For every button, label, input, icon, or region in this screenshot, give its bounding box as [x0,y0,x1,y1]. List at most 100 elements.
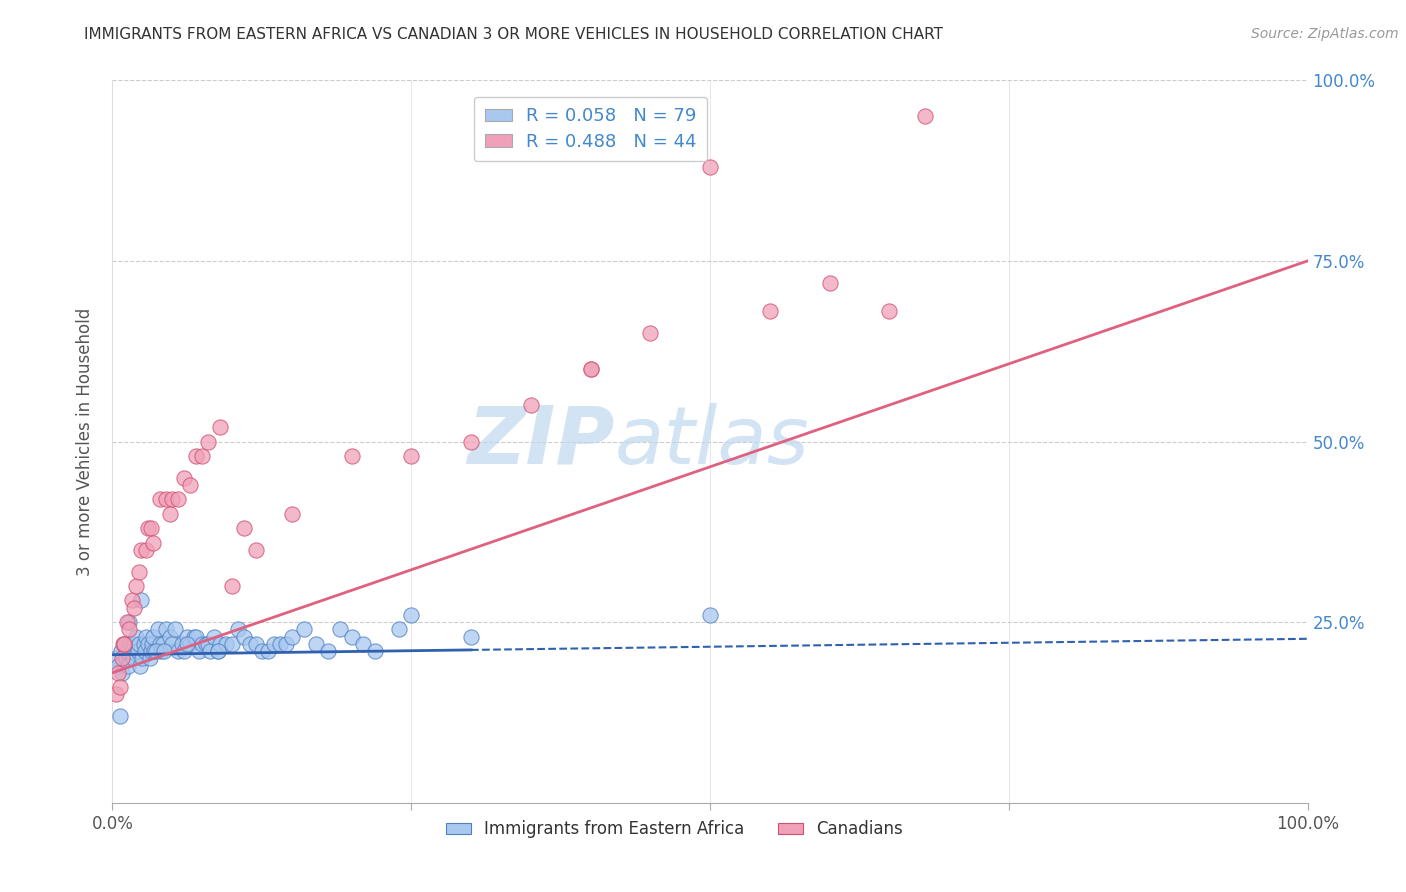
Point [759,304,782,318]
Legend: Immigrants from Eastern Africa, Canadians: Immigrants from Eastern Africa, Canadian… [439,814,910,845]
Point [209,637,232,651]
Point [125,579,148,593]
Point [353,637,375,651]
Point [176,637,198,651]
Point [239,637,262,651]
Text: atlas: atlas [614,402,810,481]
Point [197,637,219,651]
Point [179,637,201,651]
Point [281,630,304,644]
Point [340,630,363,644]
Point [105,687,128,701]
Point [292,623,315,637]
Point [167,492,190,507]
Point [145,644,167,658]
Point [340,449,363,463]
Point [191,637,214,651]
Point [233,521,256,535]
Point [202,630,225,644]
Point [114,651,136,665]
Point [460,434,482,449]
Point [110,644,132,658]
Point [135,542,157,557]
Point [226,623,249,637]
Point [114,637,135,651]
Point [520,398,543,412]
Point [176,630,198,644]
Point [128,637,150,651]
Point [640,326,662,341]
Point [117,658,139,673]
Point [120,637,142,651]
Y-axis label: 3 or more Vehicles in Household: 3 or more Vehicles in Household [76,308,94,575]
Point [149,637,172,651]
Point [129,542,152,557]
Point [269,637,291,651]
Point [194,637,217,651]
Point [111,651,134,665]
Point [699,607,721,622]
Point [121,644,143,658]
Point [142,630,165,644]
Point [187,644,209,658]
Point [135,630,157,644]
Text: IMMIGRANTS FROM EASTERN AFRICA VS CANADIAN 3 OR MORE VEHICLES IN HOUSEHOLD CORRE: IMMIGRANTS FROM EASTERN AFRICA VS CANADI… [84,27,943,42]
Point [129,593,152,607]
Point [111,665,134,680]
Point [129,658,152,673]
Point [186,449,208,463]
Point [118,615,141,630]
Point [207,644,229,658]
Point [197,434,219,449]
Point [401,607,423,622]
Point [131,651,153,665]
Point [150,644,173,658]
Point [316,644,339,658]
Point [115,615,138,630]
Point [173,644,195,658]
Point [233,630,256,644]
Point [114,637,135,651]
Point [108,680,131,694]
Point [207,644,229,658]
Point [146,623,169,637]
Point [121,651,143,665]
Point [155,623,177,637]
Point [250,644,273,658]
Point [149,492,172,507]
Point [108,709,131,723]
Point [118,623,141,637]
Point [401,449,423,463]
Point [305,637,328,651]
Point [263,637,285,651]
Point [107,658,129,673]
Point [132,637,155,651]
Point [139,644,162,658]
Point [162,492,183,507]
Point [579,362,602,376]
Point [107,665,129,680]
Point [200,644,222,658]
Point [162,637,183,651]
Point [221,579,243,593]
Point [138,651,160,665]
Point [245,637,267,651]
Point [388,623,411,637]
Point [579,362,602,376]
Point [221,637,243,651]
Point [128,565,150,579]
Point [281,507,304,521]
Point [191,449,214,463]
Point [125,630,148,644]
Point [121,593,143,607]
Point [818,276,841,290]
Point [142,535,165,549]
Point [173,471,195,485]
Point [139,521,162,535]
Point [329,623,352,637]
Point [215,637,238,651]
Point [159,507,181,521]
Point [134,644,156,658]
Point [127,644,149,658]
Point [914,109,936,123]
